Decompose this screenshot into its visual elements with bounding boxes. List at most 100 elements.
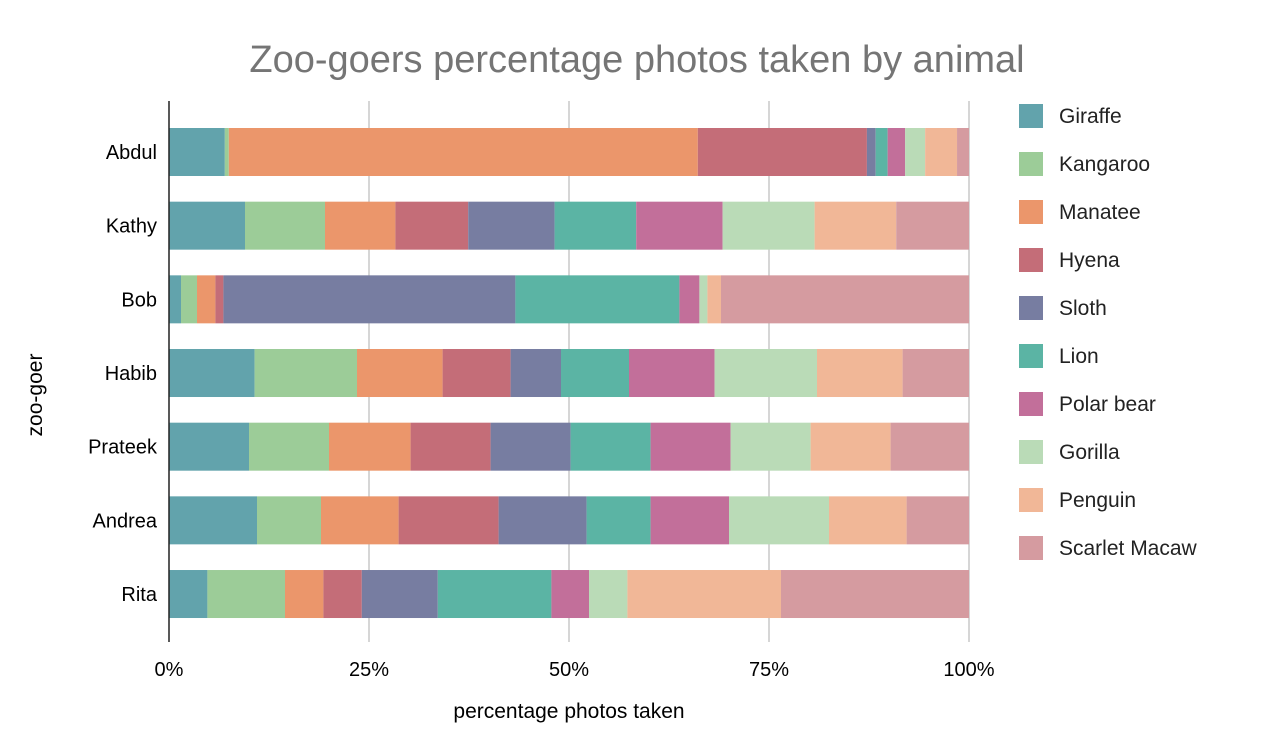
bar-segment [697,128,867,176]
bar-segment [321,496,399,545]
bar-segment [875,128,888,176]
bar-segment [498,496,587,545]
y-tick-labels: Abdul Kathy Bob Habib Prateek Andrea Rita [88,142,158,606]
bar-segment [887,128,906,176]
bar-segment [554,201,637,250]
bar-segment [627,570,781,619]
bar-segment [925,128,958,176]
y-tick-label: Habib [105,363,157,385]
bar-segment [357,349,443,398]
legend-swatch [1019,488,1043,512]
bar-segment [896,201,969,250]
bar-segment [679,275,700,324]
bar-segment [169,275,181,324]
legend-label: Kangaroo [1059,153,1150,176]
chart-title: Zoo-goers percentage photos taken by ani… [249,39,1024,81]
bar-segment [586,496,651,545]
bar-segment [224,128,229,176]
legend-label: Penguin [1059,489,1136,512]
bar-segment [589,570,628,619]
bar-segment [323,570,362,619]
bar-segment [437,570,552,619]
bar-segment [629,349,715,398]
x-tick-labels: 0% 25% 50% 75% 100% [155,659,995,681]
bars [169,128,969,619]
bar-segment [707,275,721,324]
bar-segment [810,422,891,471]
bar-segment [395,201,469,250]
legend-swatch [1019,344,1043,368]
bar-segment [223,275,516,324]
legend-swatch [1019,296,1043,320]
bar-segment [905,128,926,176]
legend-label: Gorilla [1059,441,1120,464]
bar-segment [814,201,897,250]
y-tick-label: Prateek [88,437,158,459]
bar-segment [398,496,499,545]
y-tick-label: Rita [121,584,157,606]
bar-segment [169,201,245,250]
x-tick-label: 75% [749,659,789,681]
legend-swatch [1019,248,1043,272]
bar-segment [245,201,325,250]
bar-segment [906,496,969,545]
bar-segment [714,349,817,398]
bar-segment [325,201,396,250]
bar-segment [721,275,969,324]
legend-swatch [1019,152,1043,176]
bar-segment [254,349,357,398]
x-axis-label: percentage photos taken [453,700,684,723]
bar-segment [410,422,491,471]
bar-segment [781,570,969,619]
bar-segment [181,275,197,324]
bar-segment [197,275,216,324]
legend-label: Sloth [1059,297,1107,320]
y-tick-label: Andrea [93,510,158,532]
bar-segment [249,422,329,471]
legend-swatch [1019,440,1043,464]
bar-segment [257,496,321,545]
bar-segment [207,570,285,619]
bar-segment [215,275,224,324]
bar-segment [829,496,907,545]
y-tick-label: Abdul [106,142,157,164]
x-tick-label: 25% [349,659,389,681]
legend-swatch [1019,200,1043,224]
legend-label: Scarlet Macaw [1059,537,1198,560]
bar-segment [468,201,555,250]
bar-segment [442,349,511,398]
x-tick-label: 0% [155,659,184,681]
bar-segment [169,128,225,176]
legend-label: Manatee [1059,201,1141,224]
legend-label: Hyena [1059,249,1120,272]
bar-segment [699,275,708,324]
legend-swatch [1019,392,1043,416]
bar-segment [228,128,698,176]
bar-segment [490,422,571,471]
legend-swatch [1019,104,1043,128]
bar-segment [902,349,969,398]
bar-segment [169,422,249,471]
legend-label: Giraffe [1059,105,1122,128]
bar-segment [551,570,589,619]
legend-swatch [1019,536,1043,560]
bar-segment [729,496,829,545]
bar-segment [561,349,629,398]
bar-segment [285,570,324,619]
bar-segment [510,349,561,398]
legend: Giraffe Kangaroo Manatee Hyena Sloth Lion Pola… [1019,104,1198,560]
bar-segment [730,422,811,471]
y-tick-label: Kathy [106,216,157,238]
bar-segment [329,422,411,471]
bar-segment [650,422,731,471]
bar-segment [169,496,257,545]
bar-segment [515,275,680,324]
bar-segment [570,422,651,471]
bar-segment [957,128,969,176]
bar-segment [361,570,438,619]
bar-segment [722,201,815,250]
bar-segment [636,201,723,250]
y-axis-label: zoo-goer [24,354,47,437]
legend-label: Polar bear [1059,393,1156,416]
